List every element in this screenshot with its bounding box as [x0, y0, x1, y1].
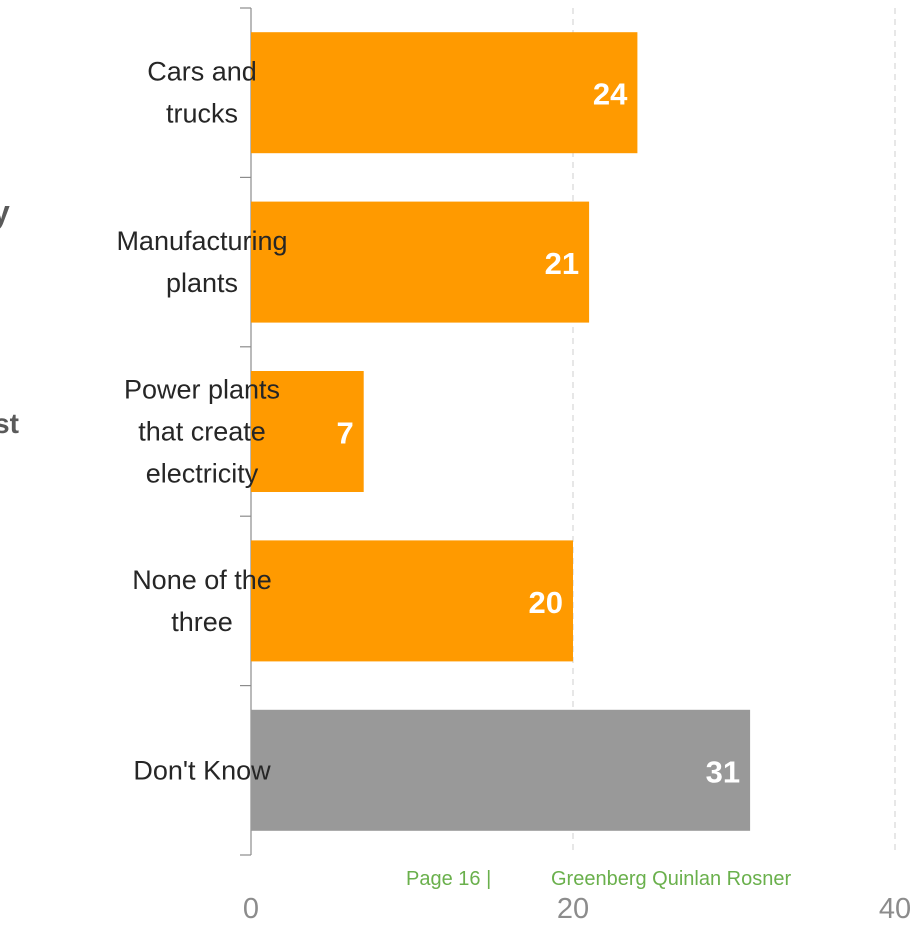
category-label-2-0: Power plants: [124, 375, 280, 405]
cropped-title-fragment-2: st: [0, 408, 19, 439]
category-label-4-0: Don't Know: [133, 755, 271, 785]
category-label-2-1: that create: [138, 417, 266, 447]
category-label-0-1: trucks: [166, 99, 238, 129]
category-label-0-0: Cars and: [147, 57, 257, 87]
bar-3: [251, 540, 573, 662]
x-tick-label-0: 0: [243, 893, 259, 923]
footer-company-name: Greenberg Quinlan Rosner: [551, 868, 792, 890]
bar-value-label-4: 31: [706, 754, 740, 789]
category-label-3-1: three: [171, 607, 233, 637]
category-label-2-2: electricity: [146, 459, 259, 489]
x-tick-label-2: 40: [879, 893, 911, 923]
bar-value-label-3: 20: [529, 585, 563, 620]
bar-value-label-2: 7: [336, 416, 353, 451]
category-label-3-0: None of the: [132, 565, 272, 595]
bar-2: [251, 371, 364, 492]
cropped-title-fragment-1: y: [0, 194, 10, 230]
bar-1: [251, 201, 590, 323]
category-label-1-1: plants: [166, 268, 238, 298]
bar-0: [251, 32, 638, 154]
bar-value-label-0: 24: [593, 77, 628, 112]
cropped-title-fragment-3: :: [0, 452, 2, 480]
bar-4: [251, 709, 751, 831]
footer-page-number: Page 16 |: [406, 868, 492, 890]
category-label-1-0: Manufacturing: [116, 226, 287, 256]
bar-value-label-1: 21: [545, 246, 579, 281]
x-tick-label-1: 20: [557, 893, 589, 923]
